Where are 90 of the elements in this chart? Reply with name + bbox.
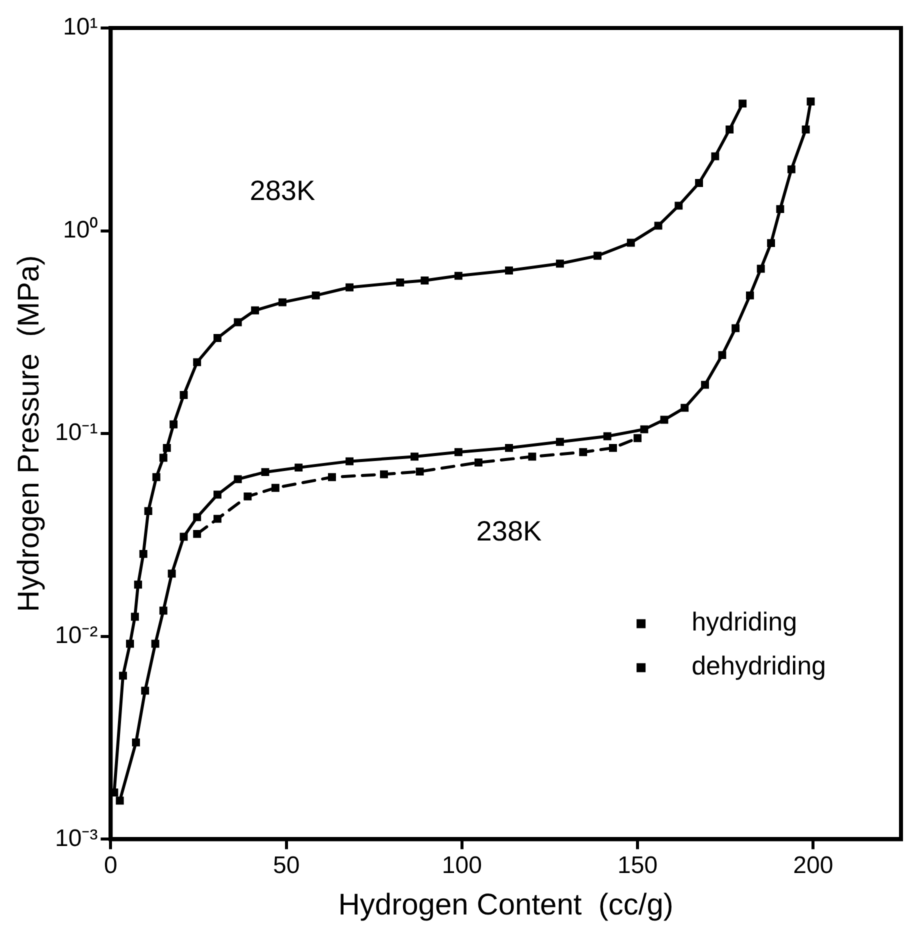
point	[312, 291, 320, 300]
point	[144, 507, 152, 516]
point	[767, 239, 776, 248]
point	[328, 473, 336, 482]
y-tick-label: 10⁻³	[55, 824, 98, 852]
point	[234, 475, 242, 484]
point	[738, 100, 747, 108]
point	[626, 238, 635, 247]
y-tick-label: 10⁰	[62, 216, 98, 244]
legend-label: dehydriding	[692, 650, 826, 680]
point	[609, 444, 617, 452]
point	[170, 420, 178, 428]
point	[674, 202, 683, 210]
point	[603, 432, 612, 440]
x-axis-title: Hydrogen Content (cc/g)	[338, 888, 674, 922]
point	[346, 457, 354, 466]
point	[139, 550, 148, 558]
annotation: 238K	[476, 516, 542, 547]
point	[213, 514, 222, 523]
point	[159, 606, 168, 615]
point	[454, 272, 462, 280]
y-tick-label: 10⁻²	[55, 622, 98, 650]
point	[119, 672, 127, 680]
point	[134, 580, 142, 589]
point	[244, 492, 252, 500]
point	[294, 464, 303, 472]
point	[193, 530, 202, 538]
point	[680, 404, 689, 412]
point	[746, 291, 754, 300]
x-tick-label: 200	[793, 852, 834, 880]
point	[654, 222, 662, 230]
y-axis-title: Hydrogen Pressure (MPa)	[12, 255, 46, 612]
point	[556, 260, 564, 268]
point	[141, 686, 150, 695]
point	[726, 125, 734, 134]
point	[732, 324, 740, 332]
point	[410, 452, 418, 461]
point	[116, 796, 124, 805]
point	[271, 484, 280, 492]
point	[756, 264, 765, 273]
point	[261, 468, 270, 476]
point	[701, 380, 709, 389]
point	[130, 612, 139, 621]
point	[416, 468, 424, 476]
point	[594, 252, 602, 260]
point	[640, 425, 648, 434]
point	[151, 640, 160, 648]
point	[213, 490, 222, 499]
point	[132, 738, 140, 746]
point	[126, 640, 134, 648]
point	[162, 444, 171, 452]
point	[454, 448, 462, 456]
y-tick-label: 10¹	[63, 14, 98, 41]
point	[380, 470, 388, 478]
point	[234, 318, 242, 326]
point	[396, 278, 404, 286]
point	[180, 532, 188, 541]
point	[193, 358, 202, 366]
point	[660, 416, 668, 424]
point	[711, 152, 720, 160]
point	[579, 448, 588, 456]
annotation: 283K	[250, 175, 316, 206]
point	[802, 125, 810, 134]
point	[787, 165, 796, 174]
point	[278, 298, 286, 306]
point	[556, 438, 564, 446]
x-tick-label: 150	[618, 852, 658, 880]
point	[213, 334, 222, 342]
x-tick-label: 50	[272, 852, 300, 880]
point	[420, 276, 429, 284]
point	[806, 98, 815, 106]
legend-label: hydriding	[692, 606, 798, 636]
point	[505, 266, 513, 274]
x-tick-label: 100	[442, 852, 482, 880]
point	[634, 434, 642, 442]
point	[251, 306, 260, 314]
x-tick-label: 0	[104, 852, 118, 880]
point	[180, 391, 188, 399]
point	[528, 452, 536, 461]
point	[193, 513, 202, 522]
point	[474, 458, 482, 467]
point	[695, 179, 704, 188]
point	[152, 473, 160, 482]
point	[346, 283, 354, 292]
point	[718, 351, 726, 360]
point	[776, 205, 784, 214]
y-tick-label: 10⁻¹	[55, 419, 98, 446]
point	[159, 454, 168, 462]
point	[505, 444, 513, 452]
point	[168, 570, 176, 578]
